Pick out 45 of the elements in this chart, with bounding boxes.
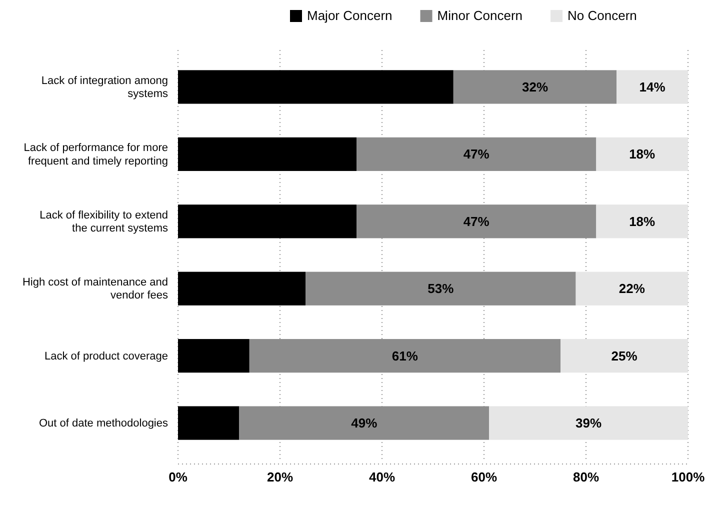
data-label: 49% bbox=[351, 416, 378, 431]
y-tick-label: Lack of integration among systems bbox=[41, 74, 168, 100]
bar bbox=[178, 406, 240, 440]
legend-label: Minor Concern bbox=[437, 8, 523, 23]
y-tick-label: Lack of flexibility to extend the current systems bbox=[40, 209, 168, 235]
data-label: 22% bbox=[618, 281, 646, 296]
bar bbox=[178, 272, 306, 306]
data-label: 32% bbox=[522, 80, 548, 95]
x-tick-label: 100% bbox=[671, 469, 706, 484]
legend-label: Major Concern bbox=[307, 8, 392, 23]
data-label: 14% bbox=[639, 80, 666, 95]
bar bbox=[616, 70, 688, 104]
bar bbox=[356, 204, 596, 238]
data-label: 53% bbox=[428, 281, 454, 296]
data-label: 18% bbox=[629, 214, 656, 229]
data-label: 61% bbox=[392, 348, 418, 364]
legend-label: No Concern bbox=[568, 8, 637, 23]
bar bbox=[306, 272, 576, 306]
bar bbox=[249, 339, 560, 373]
x-tick-label: 0% bbox=[168, 469, 188, 484]
x-tick-label: 60% bbox=[470, 469, 498, 484]
bar bbox=[239, 406, 490, 440]
bar bbox=[356, 137, 596, 171]
y-tick-label: High cost of maintenance and vendor fees bbox=[22, 276, 168, 302]
y-tick-label: Out of date methodologies bbox=[38, 418, 168, 430]
bar bbox=[453, 70, 617, 104]
bar bbox=[489, 406, 688, 440]
y-tick-label: Lack of product coverage bbox=[44, 350, 168, 362]
x-tick-label: 20% bbox=[266, 469, 294, 484]
bar bbox=[560, 339, 688, 373]
data-label: 25% bbox=[611, 348, 638, 364]
bar bbox=[596, 137, 688, 171]
bar bbox=[178, 137, 356, 171]
x-tick-label: 40% bbox=[368, 469, 396, 484]
bar bbox=[596, 204, 688, 238]
data-label: 39% bbox=[576, 416, 602, 431]
bar bbox=[178, 339, 250, 373]
x-tick-label: 80% bbox=[572, 469, 600, 484]
data-label: 47% bbox=[463, 214, 490, 229]
y-tick-label: Lack of performance for more frequent and timely reporting bbox=[24, 142, 168, 168]
data-label: 18% bbox=[629, 146, 656, 162]
data-label: 47% bbox=[463, 146, 490, 162]
bar bbox=[178, 204, 356, 238]
bar bbox=[576, 272, 688, 306]
bar bbox=[178, 70, 454, 104]
